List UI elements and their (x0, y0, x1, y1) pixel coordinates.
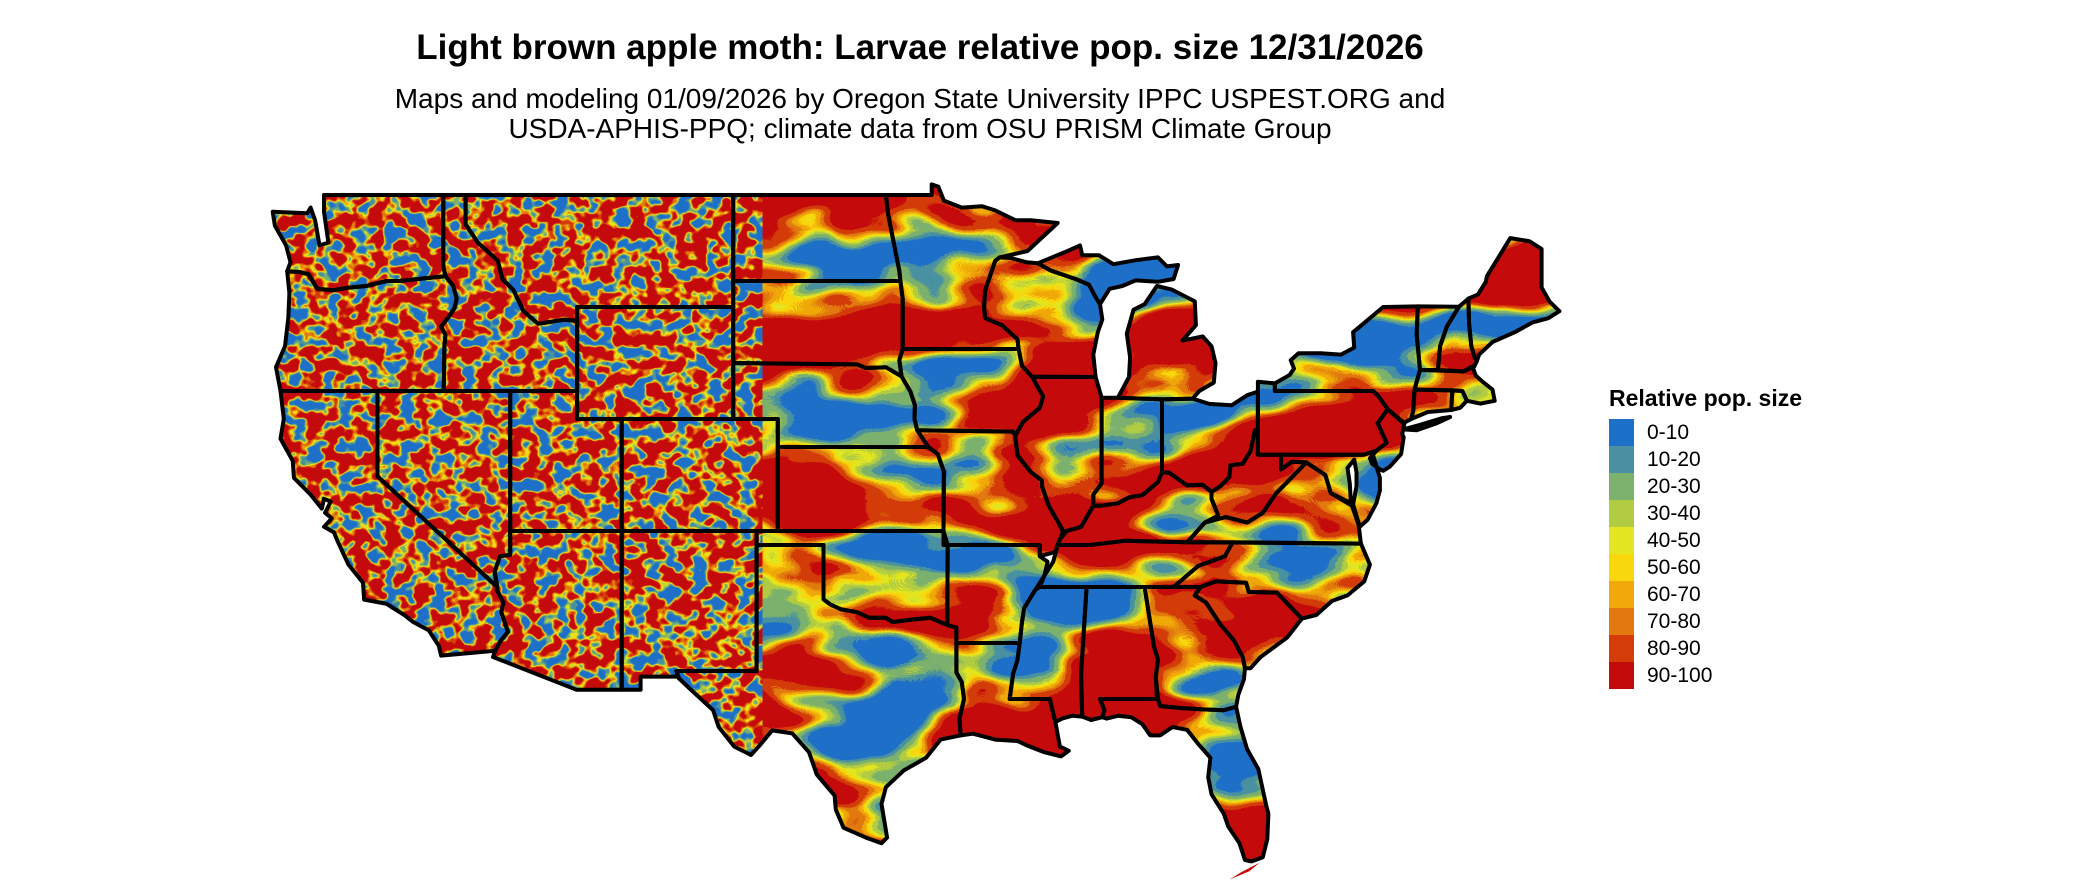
legend-item-90-100: 90-100 (1609, 662, 1802, 689)
state-border-MIm (1115, 284, 1218, 402)
legend-item-0-10: 0-10 (1609, 419, 1802, 446)
legend-label: 70-80 (1647, 609, 1701, 633)
legend-swatch (1609, 635, 1634, 662)
legend-swatch (1609, 419, 1634, 446)
legend-swatch (1609, 581, 1634, 608)
legend-title: Relative pop. size (1609, 385, 1803, 411)
state-border-WI (982, 255, 1105, 379)
population-raster (272, 184, 1560, 880)
legend-rows: 0-10 10-20 20-30 30-40 40-50 50-60 60-70 70-80 8… (1609, 419, 1802, 689)
legend-label: 30-40 (1647, 501, 1701, 525)
state-border-TX (674, 543, 966, 846)
legend-item-30-40: 30-40 (1609, 500, 1802, 527)
legend-swatch (1609, 608, 1634, 635)
legend-swatch (1609, 554, 1634, 581)
state-border-OH (1160, 389, 1260, 494)
figure-title: Light brown apple moth: Larvae relative … (416, 28, 1424, 67)
legend-label: 80-90 (1647, 636, 1701, 660)
legend-item-20-30: 20-30 (1609, 473, 1802, 500)
legend-swatch (1609, 473, 1634, 500)
legend-swatch (1609, 500, 1634, 527)
legend-swatch (1609, 446, 1634, 473)
state-border-ME (1466, 236, 1562, 363)
state-border-AZ (491, 529, 624, 692)
legend-label: 0-10 (1647, 420, 1690, 444)
legend-item-70-80: 70-80 (1609, 608, 1802, 635)
legend-label: 40-50 (1647, 528, 1701, 552)
legend-item-40-50: 40-50 (1609, 527, 1802, 554)
legend-item-50-60: 50-60 (1609, 554, 1802, 581)
figure-subtitle: Maps and modeling 01/09/2026 by Oregon S… (0, 84, 1840, 144)
legend-label: 90-100 (1647, 663, 1713, 687)
state-border-FL (1098, 697, 1271, 864)
legend-swatch (1609, 662, 1634, 689)
state-border-IL (1013, 374, 1104, 534)
state-border-NJ (1367, 407, 1407, 473)
legend-item-60-70: 60-70 (1609, 581, 1802, 608)
legend-label: 20-30 (1647, 474, 1701, 498)
legend-label: 10-20 (1647, 447, 1701, 471)
legend: Relative pop. size 0-10 10-20 20-30 30-40 40… (1609, 386, 1802, 689)
state-border-GA (1142, 585, 1247, 713)
legend-label: 50-60 (1647, 555, 1701, 579)
legend-item-10-20: 10-20 (1609, 446, 1802, 473)
state-border-LI (1400, 415, 1453, 433)
state-borders (270, 182, 1562, 864)
legend-label: 60-70 (1647, 582, 1701, 606)
figure-subtitle-line1: Maps and modeling 01/09/2026 by Oregon S… (394, 83, 1446, 114)
legend-item-80-90: 80-90 (1609, 635, 1802, 662)
legend-swatch (1609, 527, 1634, 554)
figure-subtitle-line2: USDA-APHIS-PPQ; climate data from OSU PR… (508, 113, 1332, 144)
state-border-MD (1279, 450, 1382, 529)
